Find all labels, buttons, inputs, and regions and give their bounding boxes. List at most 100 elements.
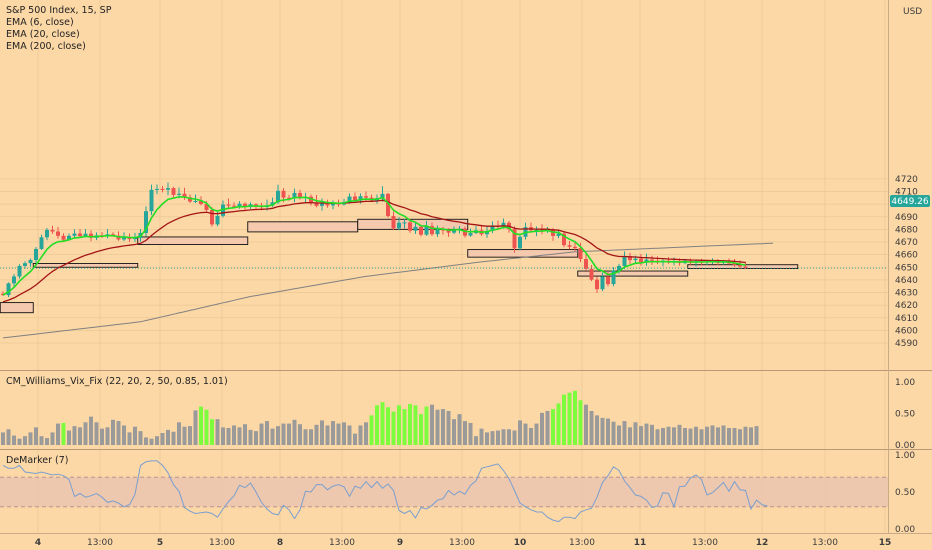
vix-bar: [479, 428, 484, 445]
vix-bar: [534, 423, 539, 445]
vix-bar: [199, 406, 203, 445]
vix-bar: [353, 433, 357, 445]
vix-bar: [650, 424, 654, 445]
candlesticks: [1, 182, 748, 298]
vix-bar: [358, 425, 363, 445]
vix-bar: [309, 429, 313, 445]
candle-body: [435, 229, 440, 235]
candle-body: [182, 193, 187, 198]
vix-bar: [254, 431, 258, 445]
vix-bar: [611, 421, 616, 445]
candle-body: [72, 233, 77, 236]
vix-bar: [380, 402, 385, 445]
vix-bar: [320, 420, 324, 445]
candle-body: [622, 256, 627, 266]
vix-bar: [622, 421, 627, 445]
chart-title[interactable]: S&P 500 Index, 15, SP: [6, 5, 112, 16]
vix-bar: [468, 422, 473, 445]
vix-bar: [661, 427, 665, 445]
vix-bar: [628, 427, 632, 445]
vix-bar: [144, 437, 148, 445]
time-tick-label: 13:00: [449, 538, 475, 548]
candle-body: [595, 279, 599, 290]
vix-bar: [292, 419, 297, 445]
vix-bar: [23, 436, 27, 445]
candle-body: [408, 222, 412, 231]
current-price-label: 4649.26: [891, 197, 928, 207]
vix-bar: [727, 427, 731, 445]
candle-body: [232, 205, 236, 207]
vix-bar: [501, 429, 506, 445]
legend-ema6[interactable]: EMA (6, close): [6, 17, 74, 28]
vix-bar: [639, 426, 643, 445]
candle-body: [67, 235, 71, 240]
vix-bar: [336, 423, 341, 445]
vix-pane-title[interactable]: CM_Williams_Vix_Fix (22, 20, 2, 50, 0.85…: [6, 376, 228, 387]
demarker-band: [0, 477, 888, 507]
ema-layer: [0, 196, 888, 303]
candle-body: [199, 201, 203, 204]
candle-body: [56, 231, 60, 236]
vix-bar: [45, 438, 49, 445]
vix-bar: [732, 427, 737, 445]
candle-body: [556, 233, 561, 236]
legend-ema20[interactable]: EMA (20, close): [6, 29, 80, 40]
candle-body: [204, 203, 209, 210]
time-tick-label: 13:00: [569, 538, 595, 548]
demarker-pane-title[interactable]: DeMarker (7): [6, 455, 68, 466]
vix-bar: [34, 427, 38, 445]
vix-bar: [237, 427, 242, 445]
vix-bar: [347, 425, 352, 445]
vix-bar: [342, 422, 346, 445]
time-tick-label: 4: [35, 538, 41, 548]
vix-bar: [694, 426, 698, 445]
time-tick-label: 12: [756, 538, 769, 548]
vix-bar: [584, 404, 588, 445]
price-zone: [247, 221, 359, 233]
vix-bar: [562, 394, 566, 445]
time-tick-label: 11: [634, 538, 647, 548]
time-tick-label: 13:00: [87, 538, 113, 548]
vix-bar: [243, 424, 247, 445]
time-tick-label: 13:00: [812, 538, 838, 548]
candle-body: [193, 201, 198, 203]
vix-bar: [430, 404, 434, 445]
vix-bar: [435, 409, 440, 445]
vix-bar: [138, 431, 143, 445]
candle-body: [226, 204, 231, 206]
vix-bar: [12, 435, 16, 445]
candle-body: [61, 235, 66, 240]
vix-bar: [699, 429, 704, 445]
vix-bar: [672, 427, 676, 445]
candle-body: [331, 203, 335, 206]
candle-body: [243, 203, 247, 208]
candle-body: [149, 189, 154, 212]
candle-body: [402, 222, 407, 224]
vix-bar: [749, 427, 753, 445]
vix-bar: [72, 426, 77, 445]
candle-body: [732, 263, 737, 266]
candle-body: [397, 222, 401, 229]
legend-ema200[interactable]: EMA (200, close): [6, 41, 86, 52]
demarker-line: [2, 460, 768, 523]
vix-bar: [100, 428, 104, 445]
candle-body: [743, 266, 748, 269]
axes: 4590 4600 4610 4620 4630 4640 4650 4660 4670 4680…: [35, 175, 918, 548]
chart-legend: S&P 500 Index, 15, SP EMA (6, close) EMA…: [6, 5, 112, 52]
vix-bar: [606, 418, 610, 445]
current-price-marker: 4649.26: [890, 195, 930, 207]
candle-body: [589, 268, 594, 280]
vix-bar: [215, 419, 220, 445]
candle-body: [567, 245, 572, 247]
currency-label: USD: [903, 7, 922, 17]
vix-bar: [369, 415, 374, 445]
vix-bar: [287, 423, 291, 445]
vix-bar: [331, 421, 335, 445]
vix-bar: [457, 414, 462, 445]
vix-bar: [529, 427, 533, 445]
candle-body: [633, 258, 638, 261]
vix-fix-pane: [1, 390, 759, 445]
vix-bar: [259, 423, 264, 445]
candle-body: [122, 237, 126, 240]
candle-body: [292, 192, 297, 198]
